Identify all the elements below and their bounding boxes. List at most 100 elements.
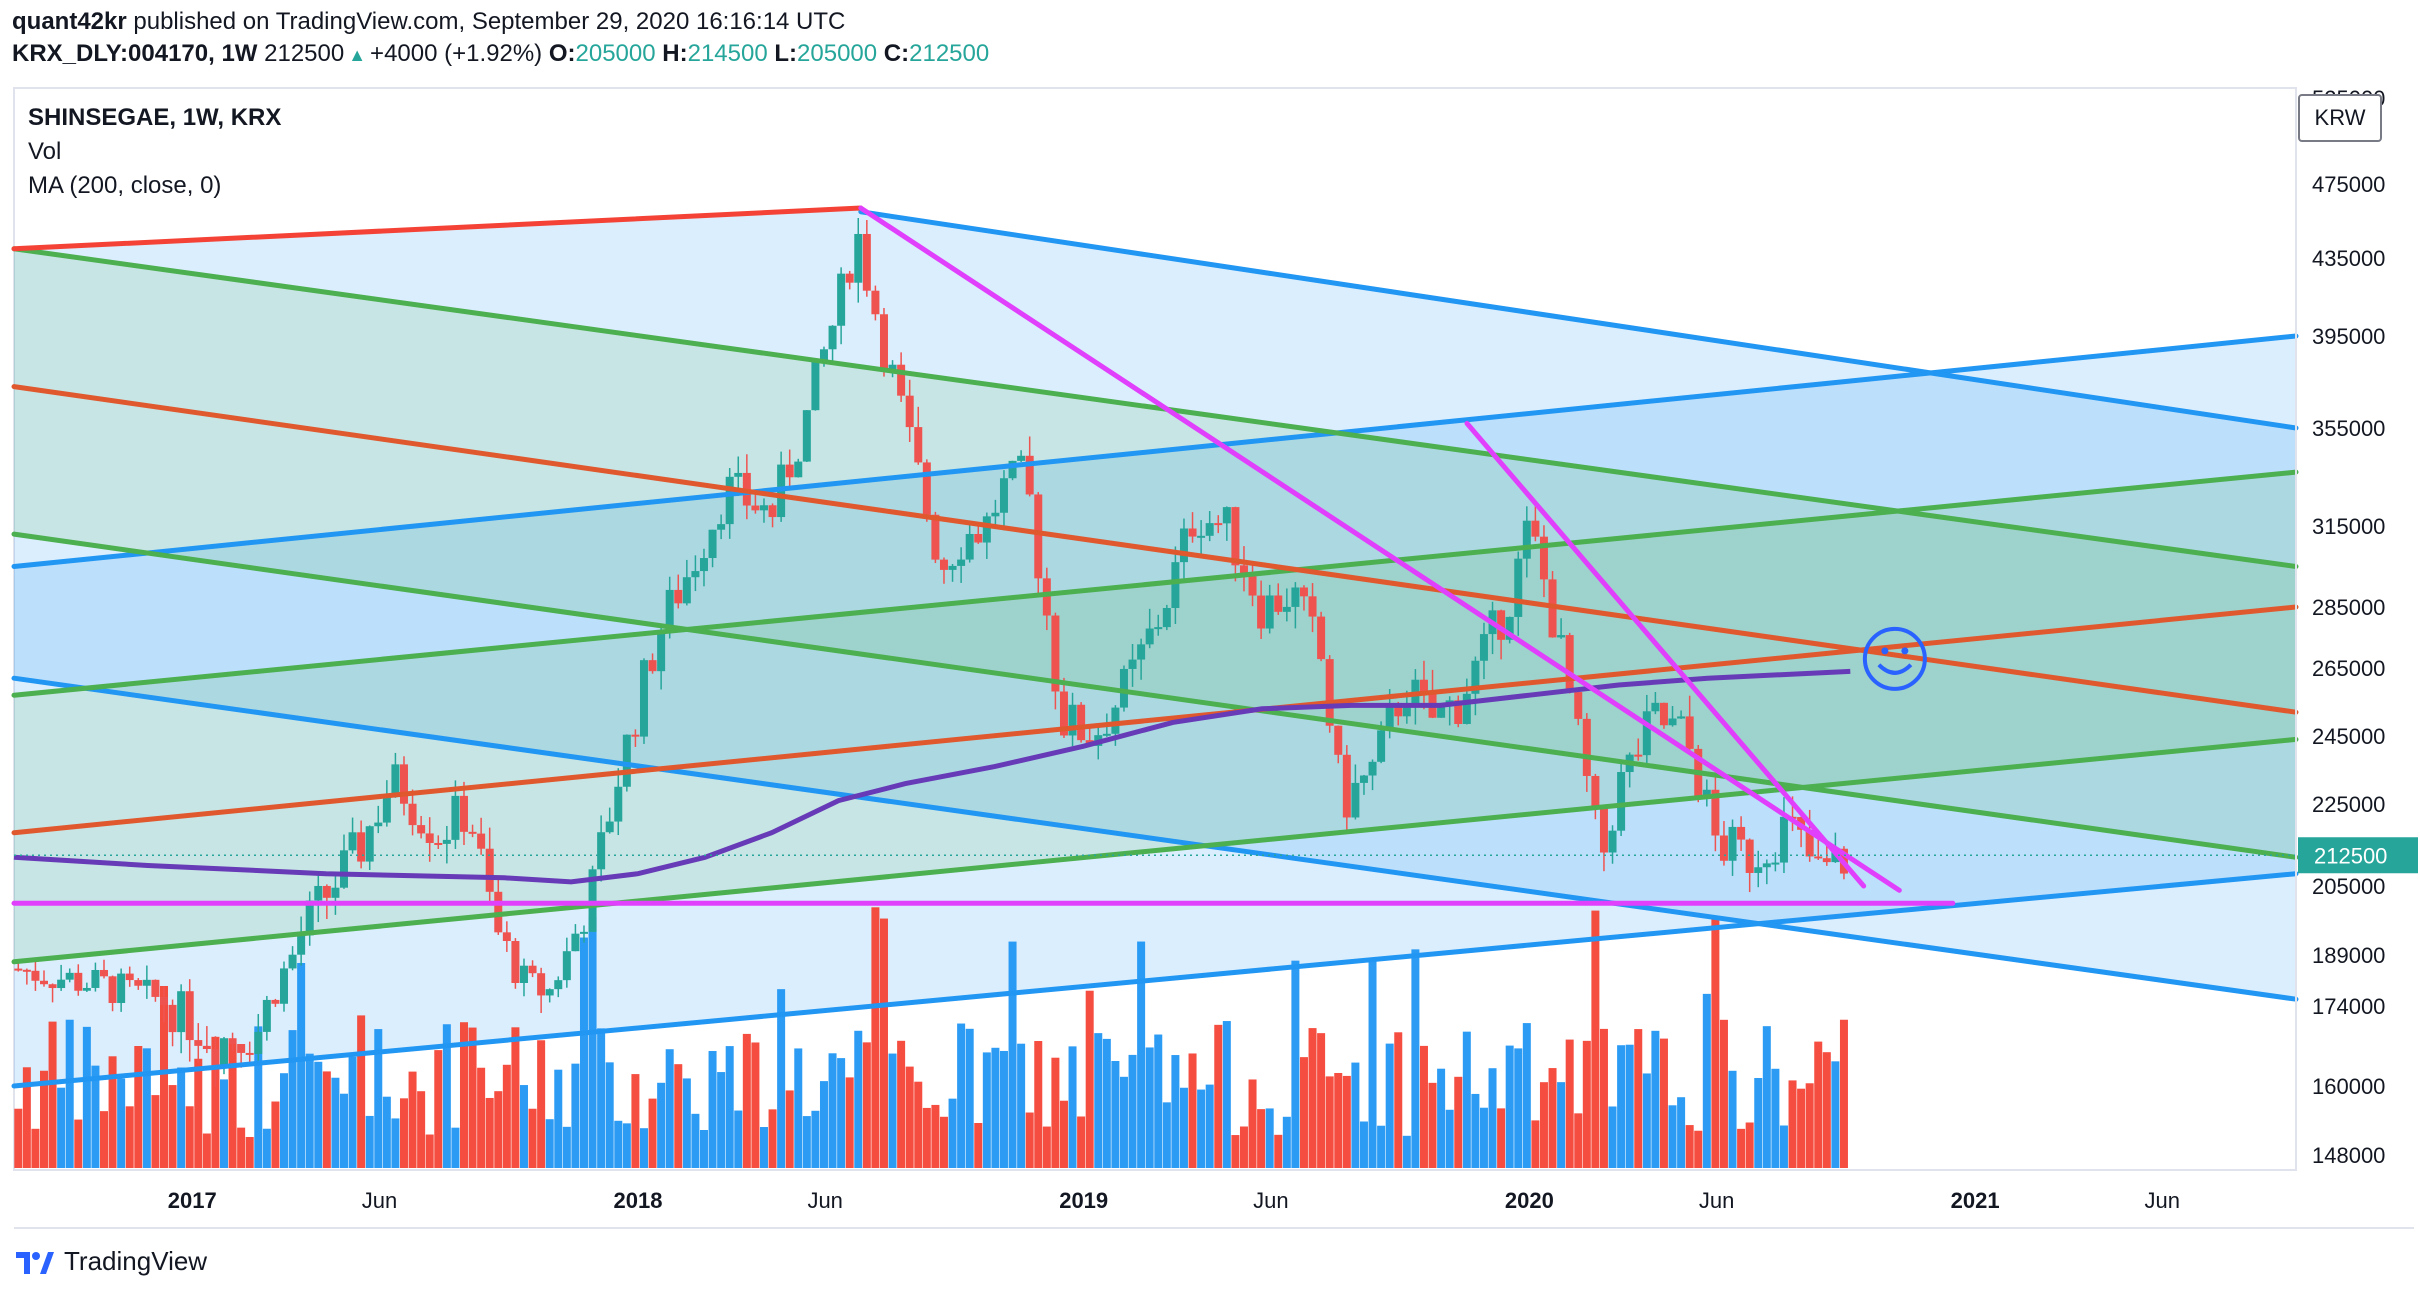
blue-channel-bottom-line[interactable] (11, 871, 2299, 1089)
candle-body[interactable] (1745, 839, 1754, 873)
candle-body[interactable] (734, 472, 743, 477)
candle-body[interactable] (1599, 808, 1608, 853)
candle-body[interactable] (785, 464, 794, 478)
candle-body[interactable] (494, 891, 503, 933)
candle-body[interactable] (31, 970, 40, 981)
candle-body[interactable] (502, 932, 511, 942)
candle-body[interactable] (451, 795, 460, 840)
candle-body[interactable] (768, 505, 777, 518)
candle-body[interactable] (1617, 772, 1626, 831)
blue-descending-bottom-line[interactable] (11, 675, 2299, 1002)
candle-body[interactable] (108, 976, 117, 1003)
candle-body[interactable] (862, 233, 871, 291)
candle-body[interactable] (1214, 523, 1223, 526)
candle-body[interactable] (1805, 829, 1814, 857)
candle-body[interactable] (1034, 494, 1043, 579)
candle-body[interactable] (562, 951, 571, 981)
candle-body[interactable] (537, 973, 546, 996)
candle-body[interactable] (1282, 606, 1291, 612)
candle-body[interactable] (288, 954, 297, 969)
candle-body[interactable] (245, 1052, 254, 1055)
candle-body[interactable] (1008, 460, 1017, 479)
orange-rising-line[interactable] (11, 604, 2299, 836)
candle-body[interactable] (211, 1049, 220, 1068)
green-rising-bottom-line[interactable] (11, 736, 2299, 965)
candle-body[interactable] (1505, 616, 1514, 640)
magenta-short-trendline[interactable] (1464, 420, 1867, 889)
currency-badge[interactable]: KRW (2298, 94, 2382, 142)
candle-body[interactable] (1685, 716, 1694, 749)
candle-body[interactable] (1334, 725, 1343, 755)
candle-body[interactable] (48, 984, 57, 989)
green-rising-top-line[interactable] (11, 469, 2299, 698)
candle-body[interactable] (365, 826, 374, 862)
candle-body[interactable] (1145, 628, 1154, 645)
candle-body[interactable] (1239, 565, 1248, 577)
candle-body[interactable] (1291, 587, 1300, 607)
candle-body[interactable] (1728, 826, 1737, 861)
candle-body[interactable] (1325, 659, 1334, 726)
candle-body[interactable] (845, 273, 854, 283)
candle-body[interactable] (254, 1031, 263, 1055)
candle-body[interactable] (657, 630, 666, 672)
blue-channel-top-line[interactable] (11, 333, 2299, 569)
candle-body[interactable] (348, 832, 357, 851)
candle-body[interactable] (922, 462, 931, 515)
candle-body[interactable] (442, 839, 451, 844)
candle-body[interactable] (674, 589, 683, 604)
candle-body[interactable] (528, 965, 537, 974)
candle-body[interactable] (1454, 700, 1463, 724)
candle-body[interactable] (22, 969, 31, 972)
candle-body[interactable] (434, 842, 443, 845)
candle-body[interactable] (1042, 578, 1051, 616)
candle-body[interactable] (802, 410, 811, 462)
candle-body[interactable] (914, 427, 923, 463)
candle-body[interactable] (134, 980, 143, 986)
candle-body[interactable] (1017, 455, 1026, 461)
candle-body[interactable] (1111, 707, 1120, 734)
candle-body[interactable] (1025, 455, 1034, 495)
candle-body[interactable] (194, 1040, 203, 1046)
last-price-tag[interactable] (2298, 837, 2418, 874)
green-falling-bottom-line[interactable] (11, 531, 2299, 860)
candle-body[interactable] (571, 933, 580, 952)
candle-body[interactable] (871, 290, 880, 315)
candle-body[interactable] (1154, 627, 1163, 630)
candle-body[interactable] (982, 516, 991, 543)
candle-body[interactable] (1351, 782, 1360, 818)
tradingview-footer[interactable]: TradingView (14, 1246, 207, 1277)
candle-body[interactable] (819, 349, 828, 362)
candle-body[interactable] (1479, 634, 1488, 661)
candle-body[interactable] (399, 764, 408, 804)
candle-body[interactable] (828, 325, 837, 350)
candle-body[interactable] (1077, 704, 1086, 741)
candle-body[interactable] (897, 364, 906, 396)
candle-body[interactable] (1702, 789, 1711, 797)
candle-body[interactable] (39, 980, 48, 985)
candle-body[interactable] (168, 1004, 177, 1033)
candle-body[interactable] (1471, 660, 1480, 694)
candle-body[interactable] (331, 887, 340, 898)
candle-body[interactable] (91, 969, 100, 988)
magenta-long-trendline[interactable] (858, 205, 1902, 893)
candle-body[interactable] (751, 505, 760, 511)
candle-body[interactable] (177, 991, 186, 1033)
candle-body[interactable] (468, 831, 477, 834)
legend-title[interactable]: SHINSEGAE, 1W, KRX (28, 104, 282, 131)
candle-body[interactable] (1248, 576, 1257, 596)
candle-body[interactable] (1497, 610, 1506, 640)
candle-body[interactable] (1582, 718, 1591, 776)
candle-body[interactable] (759, 505, 768, 511)
candle-body[interactable] (142, 979, 151, 986)
candle-body[interactable] (639, 660, 648, 737)
candle-body[interactable] (1051, 615, 1060, 692)
candle-body[interactable] (1162, 608, 1171, 628)
candle-body[interactable] (391, 764, 400, 797)
candle-body[interactable] (1754, 867, 1763, 873)
candle-body[interactable] (682, 577, 691, 604)
candle-body[interactable] (271, 999, 280, 1004)
candle-body[interactable] (999, 478, 1008, 513)
candle-body[interactable] (1531, 520, 1540, 537)
candle-body[interactable] (417, 825, 426, 834)
candle-body[interactable] (1308, 596, 1317, 617)
